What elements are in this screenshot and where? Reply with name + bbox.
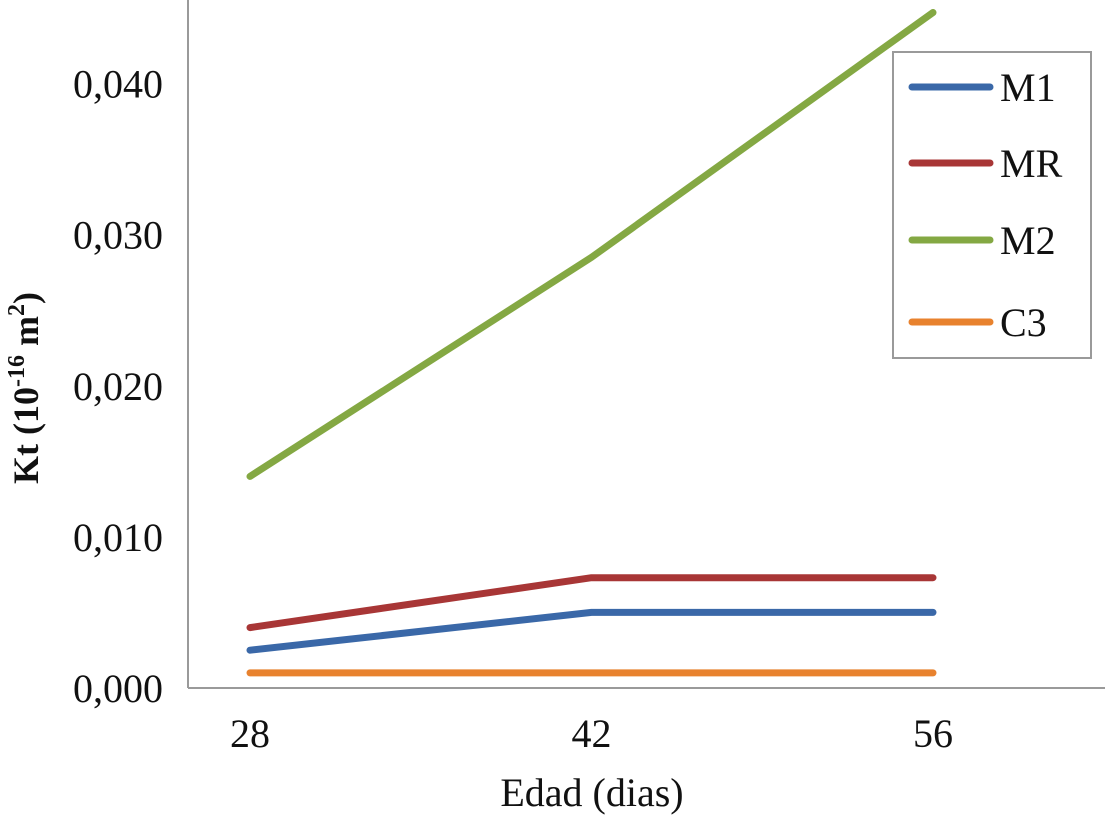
y-axis-title-mid: m (6, 316, 46, 355)
x-axis-title: Edad (dias) (500, 770, 683, 815)
legend-label: C3 (1000, 300, 1047, 345)
legend-label: M1 (1000, 65, 1056, 110)
legend-item-m2: M2 (908, 218, 1056, 263)
y-tick-label: 0,000 (73, 666, 163, 711)
y-tick-label: 0,010 (73, 515, 163, 560)
y-tick-label: 0,030 (73, 213, 163, 258)
x-tick-label: 28 (230, 711, 270, 756)
series-lines (246, 9, 937, 677)
y-axis-title-exponent-2: 2 (4, 304, 30, 316)
legend-label: MR (1000, 141, 1063, 186)
series-line-mr (246, 574, 937, 632)
x-tick-labels: 28 42 56 (230, 711, 953, 756)
y-tick-label: 0,020 (73, 364, 163, 409)
legend-label: M2 (1000, 218, 1056, 263)
y-tick-labels: 0,000 0,010 0,020 0,030 0,040 (73, 62, 163, 711)
legend: M1 MR M2 C3 (892, 51, 1092, 359)
legend-item-mr: MR (908, 141, 1063, 186)
legend-box (892, 51, 1092, 359)
y-axis-title-exponent-1: -16 (4, 355, 30, 387)
legend-item-c3: C3 (908, 300, 1047, 345)
legend-item-m1: M1 (908, 65, 1056, 110)
x-tick-label: 56 (913, 711, 953, 756)
y-axis-title-end: ) (6, 292, 46, 304)
x-tick-label: 42 (572, 711, 612, 756)
series-line-m1 (246, 608, 937, 654)
y-axis-title-base: Kt (10 (6, 387, 46, 484)
series-line-m2 (246, 9, 937, 480)
y-tick-label: 0,040 (73, 62, 163, 107)
y-axis-title: Kt (10-16 m2) (4, 292, 46, 484)
